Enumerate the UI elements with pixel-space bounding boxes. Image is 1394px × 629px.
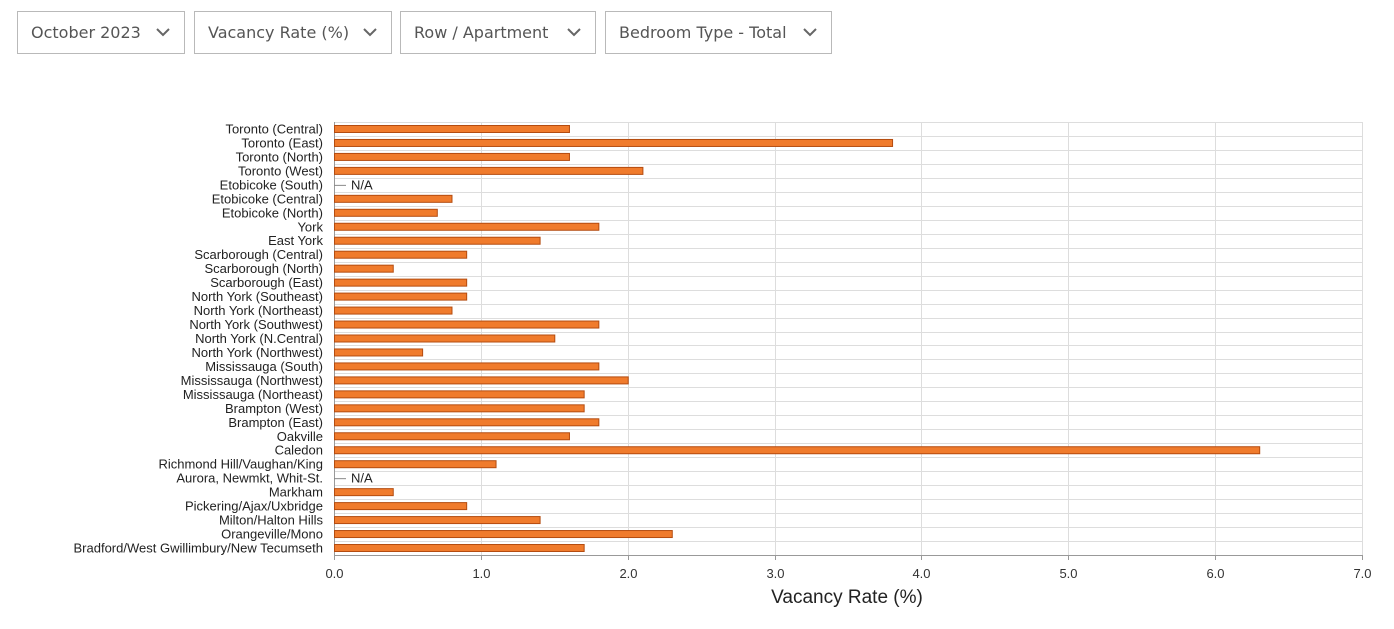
category-label: Pickering/Ajax/Uxbridge	[185, 499, 323, 514]
bar[interactable]	[334, 530, 673, 539]
bedroom-dropdown-label: Bedroom Type - Total	[619, 23, 787, 42]
category-label: North York (Southeast)	[191, 289, 323, 304]
category-label: Toronto (West)	[238, 163, 323, 178]
category-label: Oakville	[277, 429, 323, 444]
bar[interactable]	[334, 460, 497, 469]
x-tick-label: 1.0	[472, 566, 490, 581]
x-tick-label: 6.0	[1206, 566, 1224, 581]
x-tick-label: 5.0	[1059, 566, 1077, 581]
category-label: Richmond Hill/Vaughan/King	[158, 457, 323, 472]
bar[interactable]	[334, 208, 438, 217]
category-label: Scarborough (East)	[210, 275, 323, 290]
bar[interactable]	[334, 502, 468, 511]
x-tick-label: 2.0	[619, 566, 637, 581]
period-dropdown[interactable]: October 2023	[17, 11, 185, 54]
category-label: Mississauga (Northeast)	[183, 387, 323, 402]
category-label: Brampton (West)	[225, 401, 323, 416]
metric-dropdown[interactable]: Vacancy Rate (%)	[194, 11, 392, 54]
category-label: North York (Northwest)	[192, 345, 324, 360]
chevron-down-icon	[803, 28, 817, 37]
bar[interactable]	[334, 446, 1261, 455]
bar[interactable]	[334, 278, 468, 287]
bar[interactable]	[334, 320, 600, 329]
category-label: Toronto (North)	[236, 149, 323, 164]
chevron-down-icon	[567, 28, 581, 37]
x-tick-label: 4.0	[912, 566, 930, 581]
category-label: Markham	[269, 485, 323, 500]
bar[interactable]	[334, 194, 453, 203]
missing-value-label: N/A	[351, 177, 373, 192]
category-label: Brampton (East)	[228, 415, 323, 430]
category-label: North York (N.Central)	[195, 331, 323, 346]
bar[interactable]	[334, 488, 394, 497]
metric-dropdown-label: Vacancy Rate (%)	[208, 23, 350, 42]
category-label: North York (Northeast)	[194, 303, 323, 318]
bar[interactable]	[334, 292, 468, 301]
bar[interactable]	[334, 544, 585, 552]
structure-dropdown-label: Row / Apartment	[414, 23, 549, 42]
bar[interactable]	[334, 404, 585, 413]
missing-value-label: N/A	[351, 471, 373, 486]
category-label: Bradford/West Gwillimbury/New Tecumseth	[74, 541, 324, 556]
category-label: Toronto (East)	[241, 135, 323, 150]
category-label: Toronto (Central)	[225, 122, 323, 137]
category-label: North York (Southwest)	[189, 317, 323, 332]
bar[interactable]	[334, 138, 894, 147]
bar[interactable]	[334, 376, 629, 385]
chevron-down-icon	[156, 28, 170, 37]
bar[interactable]	[334, 390, 585, 399]
bar[interactable]	[334, 306, 453, 315]
category-label: Etobicoke (Central)	[212, 191, 323, 206]
bar[interactable]	[334, 152, 570, 161]
structure-dropdown[interactable]: Row / Apartment	[400, 11, 596, 54]
category-label: Scarborough (North)	[205, 261, 324, 276]
x-tick-label: 0.0	[325, 566, 343, 581]
bedroom-dropdown[interactable]: Bedroom Type - Total	[605, 11, 832, 54]
category-label: East York	[268, 233, 323, 248]
bar[interactable]	[334, 264, 394, 273]
category-label: Caledon	[275, 443, 323, 458]
bar[interactable]	[334, 418, 600, 427]
bar[interactable]	[334, 362, 600, 371]
chevron-down-icon	[363, 28, 377, 37]
bar[interactable]	[334, 250, 468, 259]
category-label: Etobicoke (South)	[220, 177, 323, 192]
bar[interactable]	[334, 125, 570, 133]
x-tick-label: 7.0	[1353, 566, 1371, 581]
x-axis-title: Vacancy Rate (%)	[771, 587, 923, 608]
category-label: Aurora, Newmkt, Whit-St.	[176, 471, 323, 486]
category-label: York	[297, 219, 323, 234]
bar[interactable]	[334, 432, 570, 441]
bar[interactable]	[334, 222, 600, 231]
category-label: Scarborough (Central)	[194, 247, 323, 262]
category-label: Mississauga (South)	[205, 359, 323, 374]
period-dropdown-label: October 2023	[31, 23, 141, 42]
bar[interactable]	[334, 516, 541, 525]
bar[interactable]	[334, 348, 424, 357]
category-label: Etobicoke (North)	[222, 205, 323, 220]
category-label: Orangeville/Mono	[221, 527, 323, 542]
bar[interactable]	[334, 334, 556, 343]
category-label: Mississauga (Northwest)	[181, 373, 323, 388]
category-label: Milton/Halton Hills	[219, 513, 324, 528]
bar[interactable]	[334, 236, 541, 245]
x-tick-label: 3.0	[766, 566, 784, 581]
bar[interactable]	[334, 166, 644, 175]
